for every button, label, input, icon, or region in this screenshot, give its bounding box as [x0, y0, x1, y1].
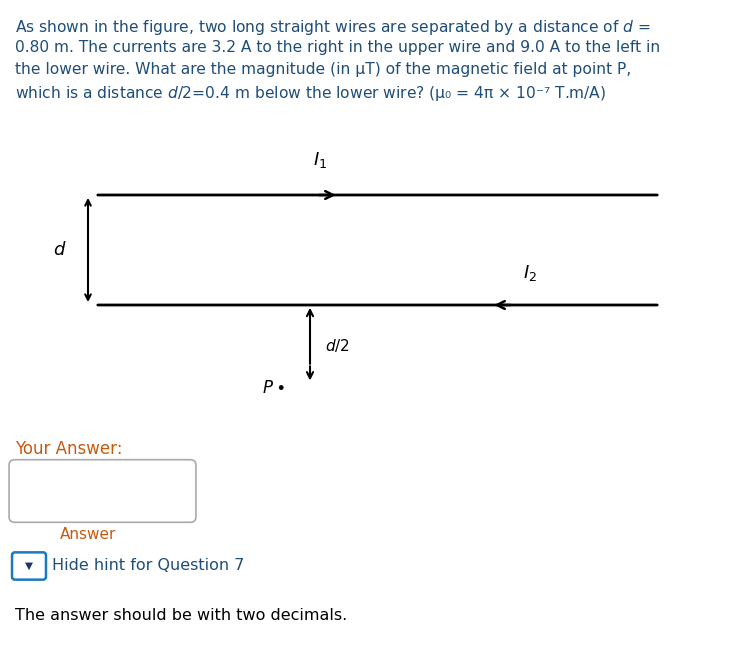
- Text: 0.80 m. The currents are 3.2 A to the right in the upper wire and 9.0 A to the l: 0.80 m. The currents are 3.2 A to the ri…: [15, 40, 661, 55]
- Text: $I_1$: $I_1$: [313, 150, 327, 170]
- FancyBboxPatch shape: [9, 459, 196, 522]
- Text: $P\bullet$: $P\bullet$: [262, 379, 285, 397]
- Text: $d$: $d$: [53, 241, 67, 259]
- Text: Hide hint for Question 7: Hide hint for Question 7: [52, 558, 244, 573]
- Text: $d/2$: $d/2$: [325, 337, 349, 353]
- Text: $I_2$: $I_2$: [523, 263, 537, 283]
- Text: The answer should be with two decimals.: The answer should be with two decimals.: [15, 608, 347, 623]
- Text: which is a distance $d$/2=0.4 m below the lower wire? (μ₀ = 4π × 10⁻⁷ T.m/A): which is a distance $d$/2=0.4 m below th…: [15, 84, 606, 103]
- Text: As shown in the figure, two long straight wires are separated by a distance of $: As shown in the figure, two long straigh…: [15, 18, 651, 37]
- Text: ▼: ▼: [25, 561, 33, 571]
- Text: Answer: Answer: [60, 527, 116, 542]
- Text: Your Answer:: Your Answer:: [15, 440, 123, 458]
- Text: the lower wire. What are the magnitude (in μT) of the magnetic field at point P,: the lower wire. What are the magnitude (…: [15, 62, 632, 77]
- FancyBboxPatch shape: [12, 552, 46, 579]
